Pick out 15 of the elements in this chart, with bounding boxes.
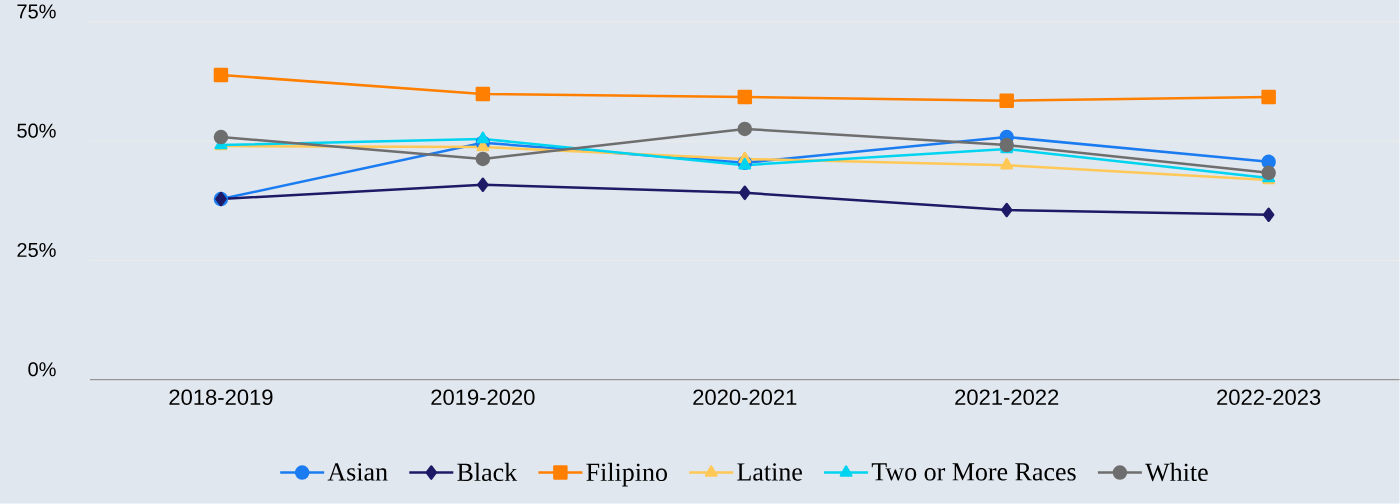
- legend-label: Filipino: [586, 462, 667, 487]
- y-tick-label: 25%: [17, 242, 56, 258]
- y-tick-label: 50%: [17, 123, 56, 138]
- x-tick-label: 2018-2019: [169, 389, 273, 406]
- x-tick-label: 2021-2022: [955, 389, 1059, 406]
- legend-label: Asian: [327, 463, 388, 481]
- x-tick-label: 2022-2023: [1217, 389, 1321, 406]
- legend-label: Two or More Races: [871, 463, 1076, 481]
- x-tick-label: 2019-2020: [431, 389, 535, 406]
- legend-label: Black: [457, 462, 518, 482]
- legend-label: Latine: [737, 463, 802, 481]
- y-tick-label: 0%: [28, 362, 56, 377]
- x-tick-label: 2020-2021: [693, 389, 797, 406]
- y-tick-label: 75%: [17, 4, 56, 19]
- legend-label: White: [1145, 462, 1208, 482]
